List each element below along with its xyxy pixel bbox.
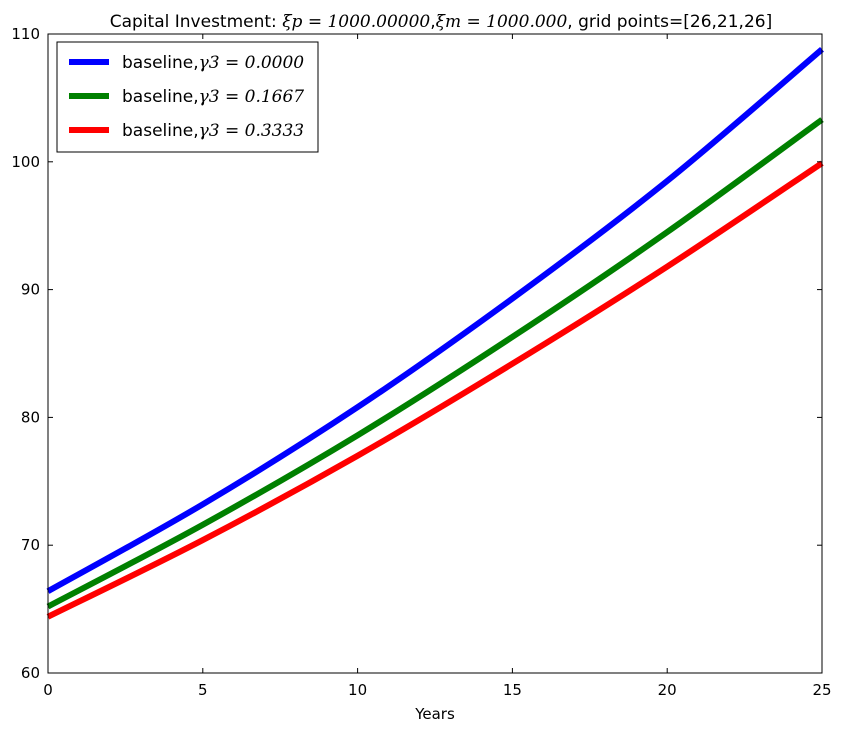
legend-label-prefix: baseline, xyxy=(122,53,199,73)
legend-label-1: baseline,γ3 = 0.1667 xyxy=(122,87,304,107)
x-tick-label: 10 xyxy=(348,681,367,699)
series-line-1 xyxy=(46,117,824,610)
legend-label-2: baseline,γ3 = 0.3333 xyxy=(122,121,304,141)
series-line-0 xyxy=(46,47,824,594)
chart-title-xi-p: ξp = 1000.00000 xyxy=(282,12,430,32)
chart-title-xi-m: ξm = 1000.000 xyxy=(436,12,568,32)
x-tick-label: 25 xyxy=(812,681,831,699)
x-tick-label: 5 xyxy=(198,681,208,699)
chart-title: Capital Investment: ξp = 1000.00000,ξm =… xyxy=(110,12,772,32)
y-tick-label: 80 xyxy=(21,408,40,426)
x-tick-label: 15 xyxy=(503,681,522,699)
y-tick-label: 110 xyxy=(11,25,40,43)
chart-title-separator: , xyxy=(430,12,435,32)
legend-label-gamma: γ3 = 0.0000 xyxy=(199,53,305,73)
y-tick-label: 60 xyxy=(21,664,40,682)
legend-label-prefix: baseline, xyxy=(122,121,199,141)
x-axis-label: Years xyxy=(414,705,455,723)
y-tick-label: 90 xyxy=(21,281,40,299)
chart-title-prefix: Capital Investment: xyxy=(110,12,282,32)
x-tick-label: 20 xyxy=(658,681,677,699)
series-layer xyxy=(46,47,824,620)
chart-title-suffix: , grid points=[26,21,26] xyxy=(567,12,772,32)
series-line-2 xyxy=(46,160,824,620)
legend-label-prefix: baseline, xyxy=(122,87,199,107)
y-tick-label: 70 xyxy=(21,536,40,554)
legend-label-gamma: γ3 = 0.3333 xyxy=(199,121,305,141)
legend-label-0: baseline,γ3 = 0.0000 xyxy=(122,53,304,73)
plot-area-frame xyxy=(47,33,823,674)
legend-label-gamma: γ3 = 0.1667 xyxy=(199,87,305,107)
y-tick-label: 100 xyxy=(11,153,40,171)
x-tick-label: 0 xyxy=(43,681,53,699)
